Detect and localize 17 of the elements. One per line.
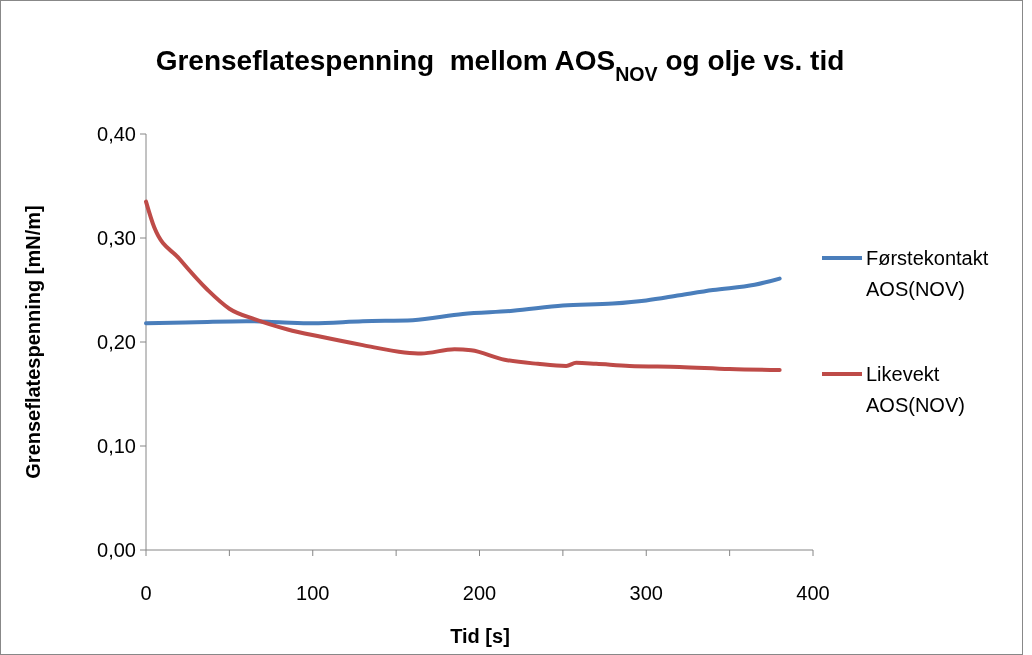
legend-label: Likevekt AOS(NOV) [866,363,965,416]
x-tick-label: 100 [296,582,330,604]
y-tick-label: 0,00 [97,539,136,561]
x-tick-label: 300 [629,582,663,604]
chart-title: Grenseflatespenning mellom AOS$_{NOV}$ og olje vs. tid [155,45,845,85]
y-axis-title: Grenseflatespenning [mN/m] [22,205,44,479]
x-tick-label: 400 [796,582,830,604]
line-series [144,276,782,326]
x-tick-label: 0 [140,582,152,604]
y-tick-label: 0,30 [97,227,136,249]
x-axis-title: Tid [s] [450,625,510,647]
legend-label: Førstekontakt AOS(NOV) [866,247,989,300]
y-tick-label: 0,10 [97,435,136,457]
line-series [144,199,782,373]
y-tick-label: 0,20 [97,331,136,353]
x-tick-label: 200 [462,582,497,604]
y-tick-label: 0,40 [97,123,136,145]
